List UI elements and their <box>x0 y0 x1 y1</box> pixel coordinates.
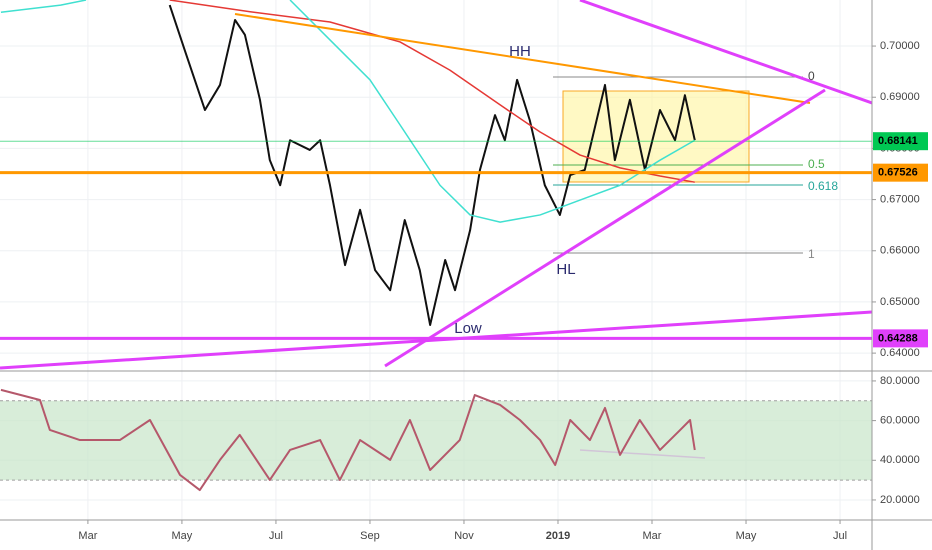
y-tick-label: 20.0000 <box>880 494 920 506</box>
x-tick-label: May <box>736 530 757 542</box>
price-pane <box>0 0 872 340</box>
y-tick-label: 60.0000 <box>880 415 920 427</box>
rsi-band <box>0 400 872 481</box>
fib-label: 0 <box>808 69 815 83</box>
trend-line <box>579 0 872 105</box>
x-tick-label: Mar <box>78 530 97 542</box>
labels: 0.640000.650000.660000.670000.680000.690… <box>78 40 928 542</box>
x-tick-label: Jul <box>833 530 847 542</box>
line-series <box>0 388 696 492</box>
y-tick-label: 0.66000 <box>880 245 920 257</box>
drawings <box>553 76 803 254</box>
price-label-box <box>873 329 928 348</box>
price-label: 0.64288 <box>878 332 918 344</box>
y-tick-label: 0.65000 <box>880 296 920 308</box>
x-tick-label: Jul <box>269 530 283 542</box>
line-series <box>289 0 696 223</box>
x-tick-label: Nov <box>454 530 474 542</box>
annotation: HL <box>556 261 575 278</box>
x-tick-label: Mar <box>643 530 662 542</box>
y-tick-label: 0.70000 <box>880 40 920 52</box>
annotation: HH <box>509 43 531 60</box>
range-box <box>562 90 750 183</box>
price-label: 0.68141 <box>878 135 918 147</box>
price-label-box <box>873 132 928 151</box>
fib-label: 1 <box>808 247 815 261</box>
price-label: 0.67526 <box>878 167 918 179</box>
line-series <box>168 4 696 326</box>
y-tick-label: 0.67000 <box>880 193 920 205</box>
y-tick-label: 80.0000 <box>880 375 920 387</box>
trend-lines <box>0 0 872 370</box>
annotation: Low <box>454 320 482 337</box>
y-tick-label: 40.0000 <box>880 454 920 466</box>
line-series <box>169 0 695 183</box>
rsi-pane <box>0 388 872 492</box>
x-tick-label: 2019 <box>546 530 570 542</box>
fib-label: 0.618 <box>808 179 838 193</box>
y-tick-label: 0.69000 <box>880 91 920 103</box>
trend-line <box>0 310 872 370</box>
y-tick-label: 0.64000 <box>880 347 920 359</box>
x-tick-label: May <box>172 530 193 542</box>
x-tick-label: Sep <box>360 530 380 542</box>
fib-label: 0.5 <box>808 157 825 171</box>
trend-line <box>234 13 811 104</box>
trend-line <box>384 88 826 368</box>
line-series <box>0 0 87 14</box>
price-label-box <box>873 163 928 182</box>
